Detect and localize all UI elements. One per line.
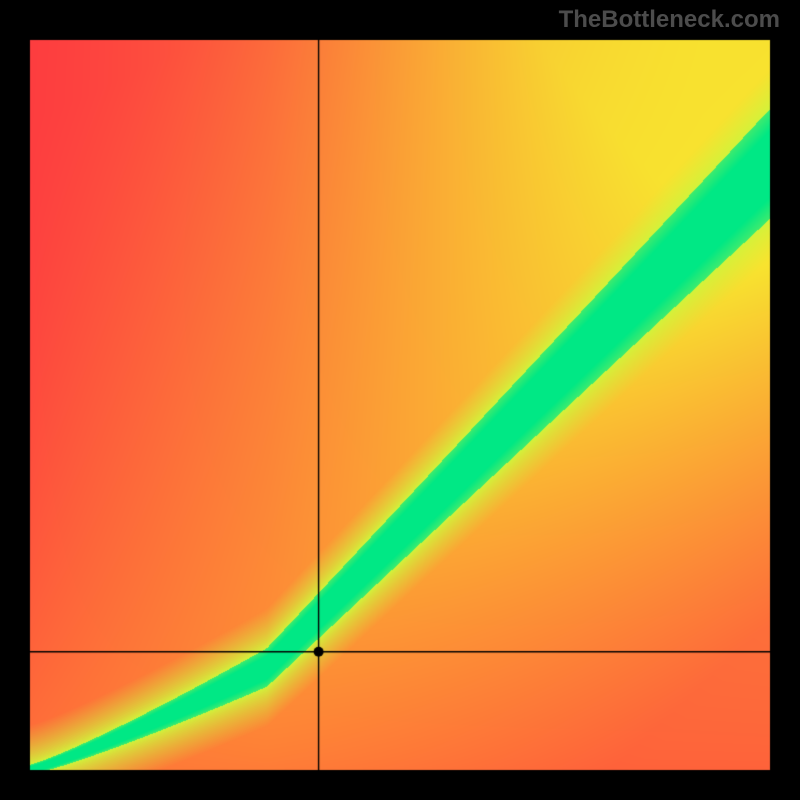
watermark-label: TheBottleneck.com bbox=[559, 6, 780, 34]
bottleneck-heatmap-canvas bbox=[0, 0, 800, 800]
chart-container: TheBottleneck.com bbox=[0, 0, 800, 800]
